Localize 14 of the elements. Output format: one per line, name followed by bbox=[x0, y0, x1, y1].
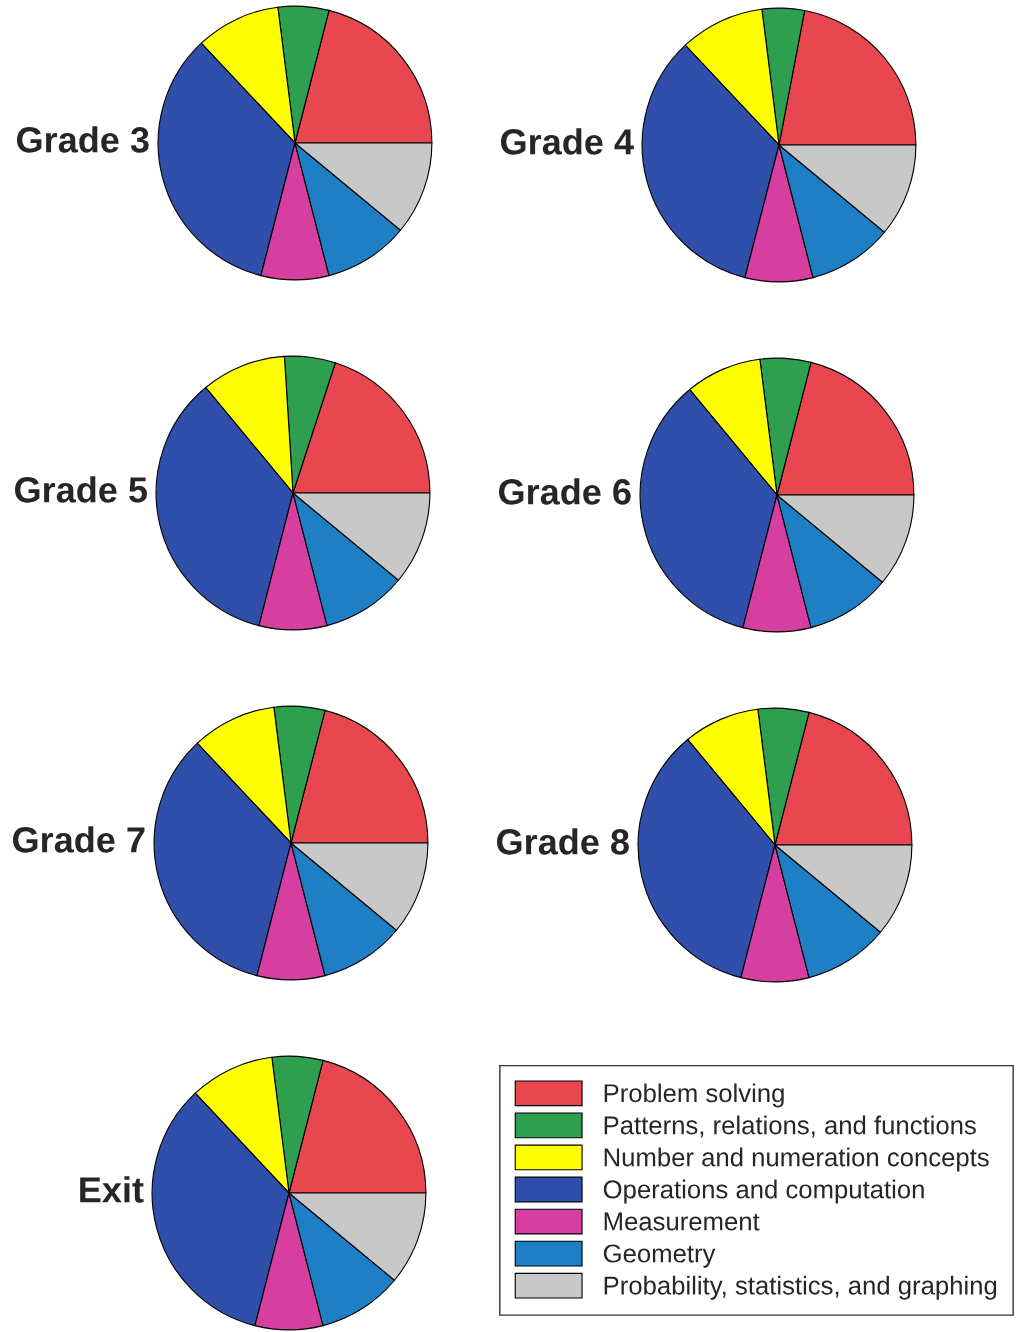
text: Exit bbox=[80, 1176, 144, 1203]
text: Grade 6 bbox=[499, 478, 631, 505]
text: Grade 3 bbox=[17, 126, 149, 153]
legend-label: Problem solving bbox=[604, 1083, 784, 1108]
legend-label: Patterns, relations, and functions bbox=[604, 1115, 976, 1138]
legend-label: Number and numeration concepts bbox=[604, 1147, 989, 1172]
text: Grade 7 bbox=[13, 826, 145, 853]
text: Grade 4 bbox=[501, 128, 634, 155]
legend-label: Measurement bbox=[604, 1212, 760, 1231]
legend-label: Probability, statistics, and graphing bbox=[604, 1275, 997, 1300]
legend-label: Operations and computation bbox=[603, 1179, 924, 1204]
text: Grade 8 bbox=[497, 828, 629, 855]
text: Grade 5 bbox=[15, 476, 147, 503]
legend-label: Geometry bbox=[603, 1244, 716, 1268]
